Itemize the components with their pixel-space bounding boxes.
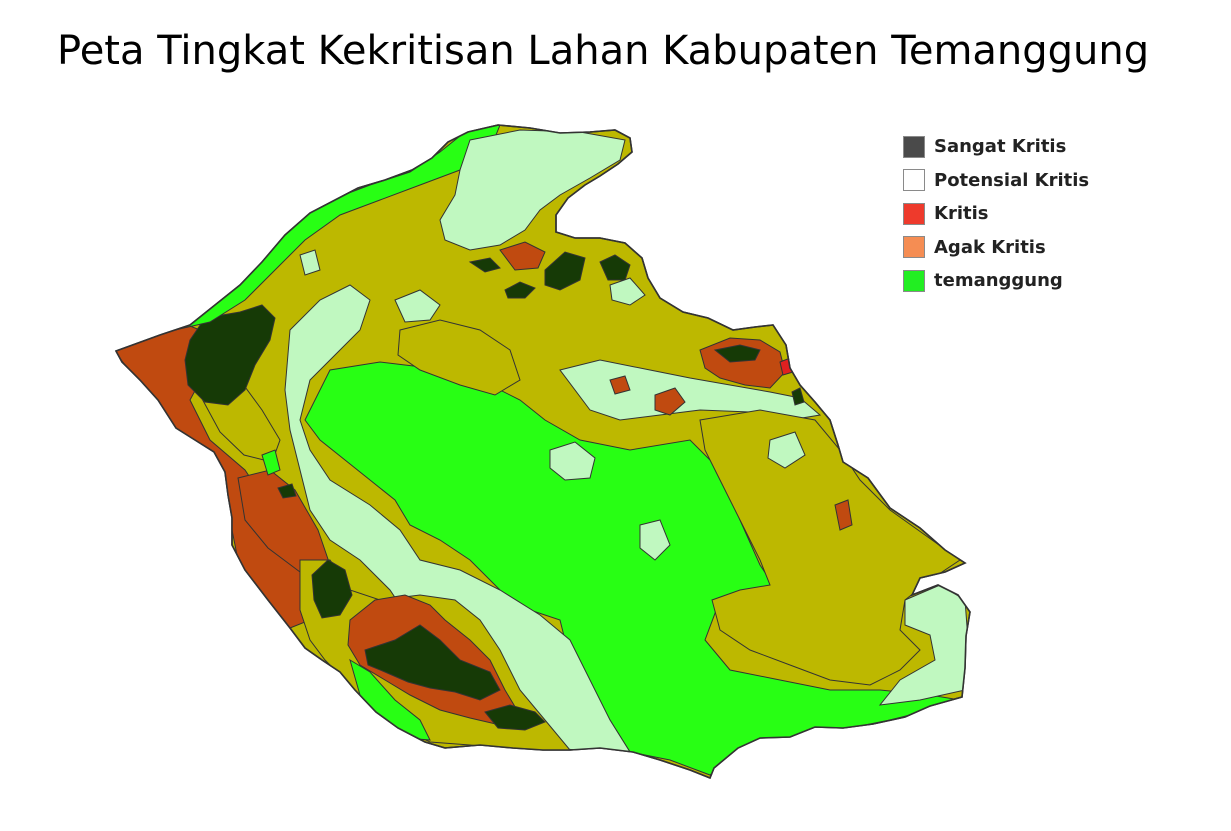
zone-dark-forest-west [184,304,276,406]
map-title: Peta Tingkat Kekritisan Lahan Kabupaten … [57,28,1150,74]
zone-pale-ring [284,284,631,753]
zone-pale-patch3 [767,431,806,469]
map-legend: Sangat Kritis Potensial Kritis Kritis Ag… [903,130,1113,298]
zone-rust-north [499,241,546,271]
zone-pale-central-patch [394,289,441,323]
zone-dark-forest-patch5 [791,387,805,406]
legend-label: Potensial Kritis [934,169,1090,191]
zone-dark-forest-north [544,251,586,291]
legend-item-kritis: Kritis [903,197,1113,231]
legend-swatch [903,202,925,225]
legend-item-potensial-kritis: Potensial Kritis [903,164,1113,198]
zone-rust-patch1 [834,499,853,531]
zone-dark-forest-north-east [713,344,761,363]
zone-dark-forest-south [364,624,501,701]
zone-pale-east [559,359,822,421]
legend-swatch [903,269,925,292]
zone-pale-patch5 [609,277,646,306]
legend-swatch [903,236,925,259]
zone-pale-patch2 [639,519,671,561]
zone-dark-forest-south2 [484,704,546,731]
zone-green-west-patch [261,449,281,476]
zone-dark-forest-north4 [468,257,501,273]
legend-item-agak-kritis: Agak Kritis [903,231,1113,265]
zone-olive-central-patch [397,319,521,396]
zone-pale-patch1 [549,441,596,481]
zone-rust-patch3 [609,375,631,395]
legend-swatch [903,169,925,192]
regency-outline [114,124,971,780]
legend-label: Agak Kritis [934,236,1046,258]
zone-pale-patch4 [299,249,321,276]
legend-item-sangat-kritis: Sangat Kritis [903,130,1113,164]
zone-dark-forest-north3 [504,281,536,299]
zone-olive-east [699,409,961,686]
zone-dark-forest-mid [311,559,353,619]
legend-label: Kritis [934,203,989,225]
zone-pale-north [439,129,626,251]
legend-label: temanggung [934,270,1063,292]
legend-swatch [903,135,925,158]
zone-dark-forest-north2 [599,254,631,281]
zone-rust-patch2 [654,387,686,416]
legend-item-temanggung: temanggung [903,264,1113,298]
zone-dark-forest-patch6 [277,483,297,499]
legend-label: Sangat Kritis [934,136,1067,158]
